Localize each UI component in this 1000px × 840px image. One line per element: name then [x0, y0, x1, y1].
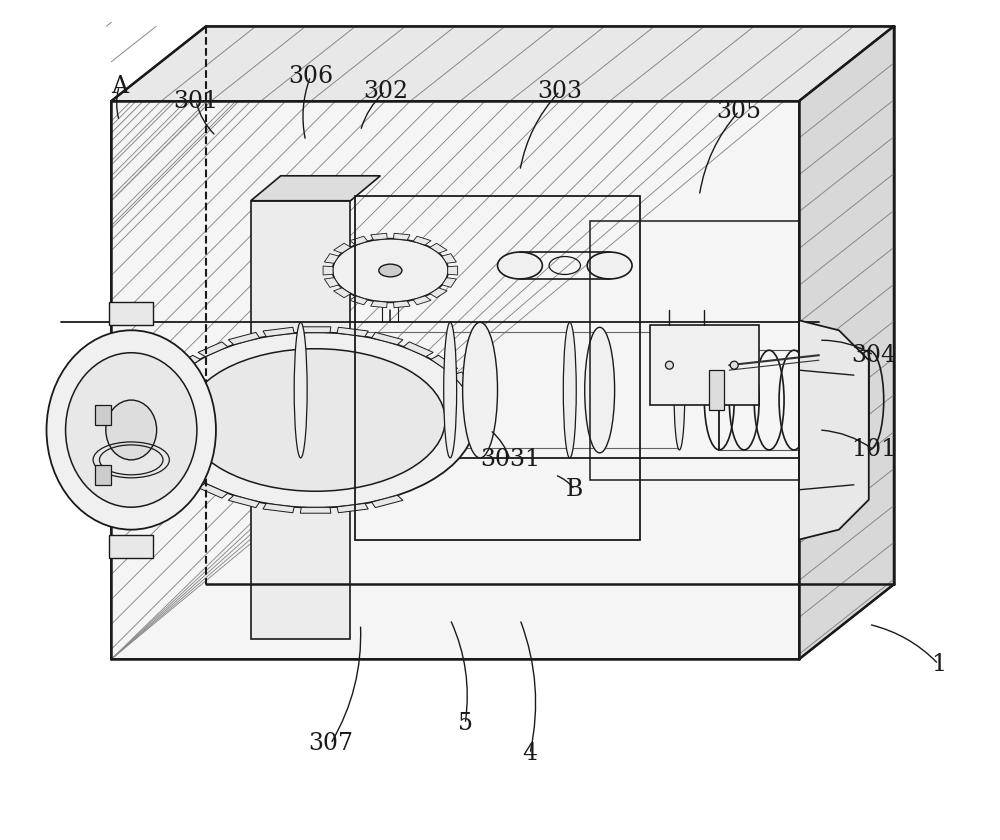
- Text: 306: 306: [288, 65, 333, 87]
- Polygon shape: [323, 266, 333, 275]
- Ellipse shape: [665, 361, 673, 369]
- Polygon shape: [174, 355, 200, 371]
- Polygon shape: [452, 372, 475, 389]
- Polygon shape: [111, 101, 799, 659]
- Polygon shape: [251, 201, 350, 639]
- Text: 302: 302: [363, 80, 408, 102]
- Polygon shape: [350, 296, 368, 305]
- Text: 3031: 3031: [480, 449, 540, 471]
- Polygon shape: [251, 176, 380, 201]
- Ellipse shape: [47, 330, 216, 530]
- Polygon shape: [156, 451, 179, 468]
- FancyBboxPatch shape: [95, 465, 111, 485]
- Polygon shape: [448, 266, 458, 275]
- Ellipse shape: [585, 328, 615, 453]
- Text: B: B: [566, 478, 583, 501]
- Ellipse shape: [156, 333, 475, 507]
- Polygon shape: [300, 327, 331, 333]
- Polygon shape: [147, 391, 164, 408]
- Polygon shape: [263, 503, 294, 512]
- Text: A: A: [111, 75, 128, 97]
- Ellipse shape: [294, 323, 307, 458]
- FancyBboxPatch shape: [95, 405, 111, 425]
- Polygon shape: [350, 236, 368, 245]
- Ellipse shape: [444, 323, 457, 458]
- Text: 305: 305: [717, 99, 762, 123]
- Text: 301: 301: [173, 90, 219, 113]
- Polygon shape: [430, 244, 447, 253]
- Ellipse shape: [587, 252, 632, 279]
- Polygon shape: [174, 469, 200, 485]
- Polygon shape: [394, 301, 410, 307]
- Polygon shape: [372, 496, 403, 507]
- Ellipse shape: [186, 349, 445, 491]
- Polygon shape: [372, 333, 403, 344]
- Text: 4: 4: [522, 743, 537, 765]
- Polygon shape: [111, 26, 894, 101]
- Ellipse shape: [463, 323, 498, 458]
- Text: 303: 303: [537, 80, 582, 102]
- Ellipse shape: [379, 264, 402, 277]
- Ellipse shape: [563, 323, 576, 458]
- Polygon shape: [442, 278, 456, 287]
- Polygon shape: [109, 534, 153, 558]
- Text: 1: 1: [931, 653, 946, 675]
- FancyBboxPatch shape: [650, 325, 759, 405]
- Polygon shape: [371, 234, 387, 240]
- Text: 101: 101: [851, 438, 896, 461]
- Polygon shape: [371, 301, 387, 307]
- Polygon shape: [324, 278, 339, 287]
- Text: 304: 304: [851, 344, 896, 367]
- Polygon shape: [337, 503, 368, 512]
- Polygon shape: [413, 296, 431, 305]
- Polygon shape: [394, 234, 410, 240]
- Polygon shape: [198, 483, 228, 498]
- Polygon shape: [109, 302, 153, 325]
- Polygon shape: [799, 320, 869, 539]
- Ellipse shape: [674, 330, 685, 450]
- Polygon shape: [228, 496, 260, 507]
- Polygon shape: [198, 342, 228, 357]
- Polygon shape: [431, 355, 458, 371]
- Polygon shape: [709, 370, 724, 410]
- Polygon shape: [334, 244, 351, 253]
- Polygon shape: [413, 236, 431, 245]
- Polygon shape: [146, 412, 157, 428]
- Text: 5: 5: [458, 712, 473, 736]
- Polygon shape: [300, 507, 331, 513]
- Ellipse shape: [333, 239, 448, 302]
- Text: 307: 307: [308, 732, 353, 755]
- Ellipse shape: [498, 252, 542, 279]
- Polygon shape: [442, 254, 456, 263]
- Ellipse shape: [730, 361, 738, 369]
- Polygon shape: [799, 26, 894, 659]
- Polygon shape: [403, 342, 433, 357]
- Polygon shape: [228, 333, 260, 344]
- Polygon shape: [263, 328, 294, 337]
- Polygon shape: [147, 432, 164, 449]
- Polygon shape: [430, 288, 447, 297]
- Polygon shape: [324, 254, 339, 263]
- Ellipse shape: [66, 353, 197, 507]
- Polygon shape: [156, 372, 179, 389]
- Polygon shape: [334, 288, 351, 297]
- Ellipse shape: [106, 400, 157, 459]
- Polygon shape: [337, 328, 368, 337]
